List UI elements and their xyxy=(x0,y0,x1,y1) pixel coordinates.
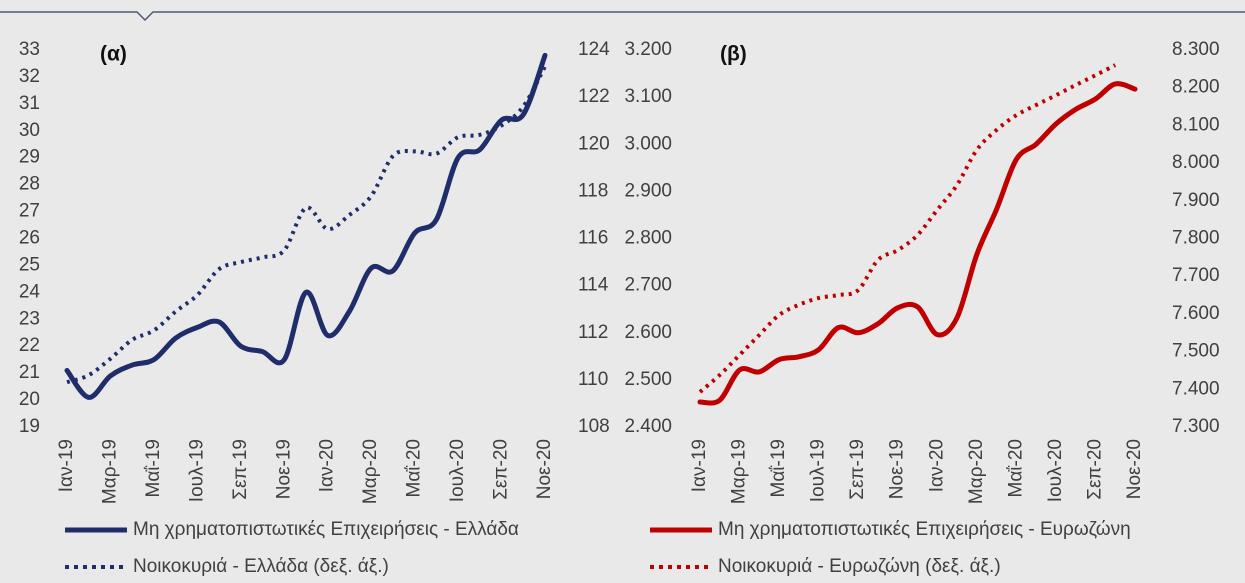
y-tick-label: 33 xyxy=(19,39,40,60)
x-tick-label: Νοε-20 xyxy=(1124,439,1145,499)
legend-label: Μη χρηματοπιστωτικές Επιχειρήσεις - Ελλά… xyxy=(133,519,519,540)
y-tick-label: 22 xyxy=(19,335,40,356)
y-tick-label: 7.400 xyxy=(1172,378,1220,399)
x-tick-label: Μαρ-20 xyxy=(966,439,987,504)
x-tick-label: Μαΐ-19 xyxy=(768,439,789,498)
x-tick-label: Σεπ-20 xyxy=(491,439,512,500)
y-tick-label: 31 xyxy=(19,93,40,114)
y-tick-label: 29 xyxy=(19,147,40,168)
y-tick-label: 7.700 xyxy=(1172,265,1220,286)
y-tick-label: 120 xyxy=(578,133,610,154)
x-tick-label: Ιαν-19 xyxy=(56,439,77,492)
y-tick-label: 118 xyxy=(578,180,608,201)
legend-label: Νοικοκυριά - Ελλάδα (δεξ. άξ.) xyxy=(133,556,389,577)
y-tick-label: 108 xyxy=(578,416,610,437)
y-tick-label: 2.400 xyxy=(624,416,672,437)
y-tick-label: 30 xyxy=(19,120,40,141)
y-tick-label: 23 xyxy=(19,308,40,329)
x-tick-label: Νοε-20 xyxy=(534,439,555,499)
x-tick-label: Μαΐ-19 xyxy=(143,439,164,498)
y-tick-label: 2.800 xyxy=(624,228,672,249)
panel-label: (β) xyxy=(720,43,747,66)
y-tick-label: 8.000 xyxy=(1172,152,1220,173)
series-line xyxy=(697,81,1138,406)
y-tick-label: 7.600 xyxy=(1172,303,1220,324)
x-tick-label: Μαρ-19 xyxy=(729,439,750,504)
y-tick-label: 2.500 xyxy=(624,369,672,390)
y-tick-label: 3.000 xyxy=(624,133,672,154)
series-line xyxy=(698,63,1117,394)
y-tick-label: 27 xyxy=(19,201,40,222)
x-tick-label: Μαΐ-20 xyxy=(404,439,425,498)
y-tick-label: 28 xyxy=(19,174,40,195)
y-tick-label: 2.700 xyxy=(624,275,672,296)
x-tick-label: Σεπ-19 xyxy=(847,439,868,500)
x-tick-label: Μαΐ-20 xyxy=(1005,439,1026,498)
y-tick-label: 3.200 xyxy=(624,39,672,60)
y-tick-label: 7.800 xyxy=(1172,228,1220,249)
y-tick-label: 7.300 xyxy=(1172,416,1220,437)
y-tick-label: 21 xyxy=(19,362,40,383)
x-tick-label: Μαρ-20 xyxy=(360,439,381,504)
y-tick-label: 114 xyxy=(578,275,609,296)
series-line xyxy=(66,65,547,385)
y-tick-label: 24 xyxy=(19,281,41,302)
x-tick-label: Ιαν-20 xyxy=(317,439,338,492)
x-tick-label: Ιουλ-20 xyxy=(1045,439,1066,502)
panel-label: (α) xyxy=(100,43,127,66)
y-tick-label: 112 xyxy=(578,322,608,343)
y-tick-label: 8.300 xyxy=(1172,39,1220,60)
x-tick-label: Ιαν-20 xyxy=(926,439,947,492)
legend-label: Μη χρηματοπιστωτικές Επιχειρήσεις - Ευρω… xyxy=(718,519,1131,540)
x-tick-label: Νοε-19 xyxy=(273,439,294,499)
x-tick-label: Σεπ-20 xyxy=(1084,439,1105,500)
y-tick-label: 2.600 xyxy=(624,322,672,343)
x-tick-label: Ιαν-19 xyxy=(689,439,710,492)
top-rule xyxy=(0,11,1245,22)
y-tick-label: 122 xyxy=(578,86,610,107)
x-tick-label: Ιουλ-19 xyxy=(186,439,207,502)
y-tick-label: 8.100 xyxy=(1172,114,1220,135)
y-tick-label: 2.900 xyxy=(624,180,672,201)
y-tick-label: 116 xyxy=(578,228,608,249)
x-tick-label: Ιουλ-19 xyxy=(808,439,829,502)
y-tick-label: 19 xyxy=(19,416,40,437)
y-tick-label: 7.500 xyxy=(1172,341,1220,362)
y-tick-label: 8.200 xyxy=(1172,77,1220,98)
y-tick-label: 25 xyxy=(19,254,40,275)
y-tick-label: 20 xyxy=(19,389,40,410)
y-tick-label: 7.900 xyxy=(1172,190,1220,211)
y-tick-label: 26 xyxy=(19,228,40,249)
x-tick-label: Νοε-19 xyxy=(887,439,908,499)
y-tick-label: 110 xyxy=(578,369,608,390)
x-tick-label: Σεπ-19 xyxy=(230,439,251,500)
y-tick-label: 124 xyxy=(578,39,610,60)
series-line xyxy=(64,52,548,400)
x-tick-label: Μαρ-19 xyxy=(99,439,120,504)
x-tick-label: Ιουλ-20 xyxy=(447,439,468,502)
y-tick-label: 3.100 xyxy=(624,86,672,107)
legend-label: Νοικοκυριά - Ευρωζώνη (δεξ. άξ.) xyxy=(718,556,1001,577)
y-tick-label: 32 xyxy=(19,66,40,87)
